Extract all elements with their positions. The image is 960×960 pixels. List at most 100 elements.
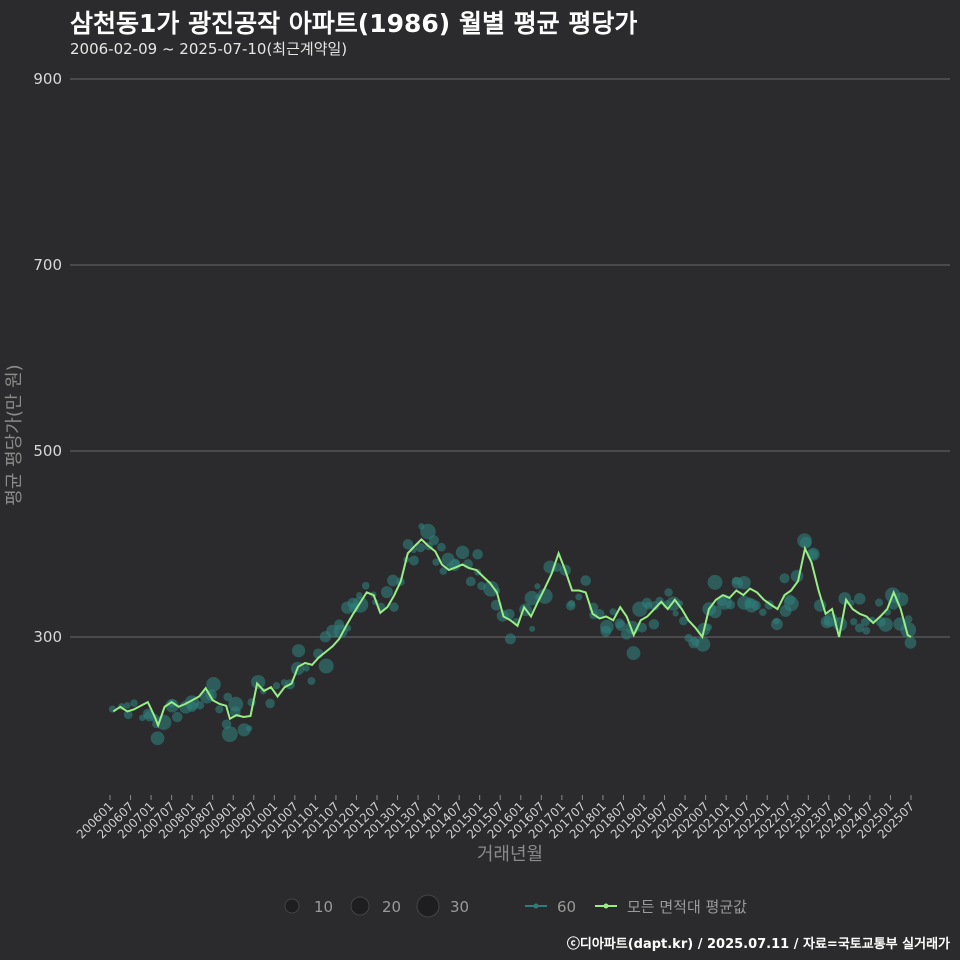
bubble-point bbox=[150, 731, 165, 746]
bubble-point bbox=[130, 699, 138, 707]
bubble-point bbox=[862, 626, 871, 635]
bubble-point bbox=[737, 575, 751, 590]
y-tick-500: 500 bbox=[33, 442, 62, 460]
chart-subtitle: 2006-02-09 ~ 2025-07-10(최근계약일) bbox=[70, 40, 348, 58]
bubble-point bbox=[874, 598, 884, 607]
legend-dot-0 bbox=[533, 903, 539, 909]
bubble-point bbox=[432, 558, 440, 566]
bubble-point bbox=[215, 705, 224, 714]
y-tick-700: 700 bbox=[33, 256, 62, 274]
legend-series-label-1: 모든 면적대 평균값 bbox=[627, 898, 747, 916]
bubble-point bbox=[537, 588, 553, 604]
legend-dot-1 bbox=[603, 903, 609, 909]
line-layer bbox=[112, 538, 912, 729]
bubble-point bbox=[439, 567, 448, 575]
bubble-point bbox=[465, 576, 476, 587]
bubble-point bbox=[626, 646, 641, 661]
source-caption: ⓒ디아파트(dapt.kr) / 2025.07.11 / 자료=국토교통부 실… bbox=[566, 937, 950, 952]
bubble-point bbox=[678, 616, 688, 626]
bubble-point bbox=[725, 600, 736, 610]
bubble-point bbox=[420, 523, 436, 540]
bubble-point bbox=[415, 542, 426, 553]
chart-title: 삼천동1가 광진공작 아파트(1986) 월별 평균 평당가 bbox=[70, 9, 638, 38]
bubble-point bbox=[504, 633, 516, 645]
bubble-point bbox=[171, 711, 183, 723]
bubble-point bbox=[580, 575, 592, 586]
bubble-point bbox=[272, 682, 281, 690]
bubble-point bbox=[221, 726, 238, 743]
series-line-average bbox=[112, 538, 912, 729]
bubble-point bbox=[904, 615, 913, 624]
legend-series-label-0: 60 bbox=[557, 898, 576, 916]
y-tick-labels: 300 500 700 900 bbox=[33, 70, 62, 646]
bubble-point bbox=[123, 702, 131, 709]
bubble-point bbox=[759, 608, 767, 616]
bubble-point bbox=[860, 617, 870, 627]
legend-size-label-20: 20 bbox=[382, 898, 401, 916]
bubble-point bbox=[770, 618, 783, 631]
y-tick-900: 900 bbox=[33, 70, 62, 88]
bubble-point bbox=[387, 574, 399, 587]
x-tick-labels: 2006012006072007012007072008012008072009… bbox=[74, 795, 917, 842]
bubble-point bbox=[529, 625, 536, 632]
bubble-point bbox=[707, 574, 723, 590]
bubble-point bbox=[599, 619, 614, 634]
legend-size-label-30: 30 bbox=[450, 898, 469, 916]
bubble-point bbox=[142, 708, 154, 719]
bubble-point bbox=[408, 555, 419, 566]
bubble-point bbox=[123, 710, 133, 720]
bubble-point bbox=[664, 588, 673, 597]
legend-size-10 bbox=[284, 898, 300, 914]
bubble-point bbox=[206, 677, 221, 692]
bubble-point bbox=[307, 677, 316, 685]
bubble-point bbox=[195, 701, 205, 710]
bubble-point bbox=[790, 569, 804, 583]
bubble-point bbox=[389, 602, 399, 612]
x-axis-title: 거래년월 bbox=[477, 844, 543, 865]
bubble-point bbox=[292, 644, 306, 658]
bubble-point bbox=[575, 593, 583, 601]
bubble-point bbox=[437, 542, 446, 552]
bubble-point bbox=[251, 674, 266, 690]
legend: 10 20 30 60 모든 면적대 평균값 bbox=[284, 894, 747, 918]
bubble-point bbox=[567, 600, 576, 608]
y-tick-300: 300 bbox=[33, 628, 62, 646]
bubble-point bbox=[615, 620, 627, 632]
y-axis-title: 평균 평당가(만 원) bbox=[4, 364, 25, 505]
bubble-point bbox=[302, 664, 310, 672]
bubble-point bbox=[779, 573, 790, 584]
bubble-point bbox=[361, 581, 370, 590]
bubble-point bbox=[853, 593, 866, 605]
bubble-point bbox=[672, 610, 679, 617]
bubble-point bbox=[228, 696, 244, 712]
legend-size-20 bbox=[350, 896, 370, 916]
bubble-layer bbox=[108, 523, 917, 746]
bubble-point bbox=[165, 698, 179, 713]
bubble-point bbox=[402, 539, 414, 550]
bubble-point bbox=[534, 583, 541, 590]
bubble-point bbox=[751, 600, 761, 611]
bubble-point bbox=[318, 658, 334, 674]
bubble-point bbox=[455, 545, 470, 560]
bubble-point bbox=[644, 601, 653, 610]
bubble-point bbox=[784, 594, 796, 606]
bubble-point bbox=[245, 725, 253, 732]
legend-size-30 bbox=[416, 894, 440, 918]
bubble-point bbox=[695, 636, 711, 652]
bubble-point bbox=[637, 622, 647, 633]
bubble-point bbox=[265, 698, 275, 709]
bubble-point bbox=[704, 623, 712, 631]
bubble-point bbox=[878, 617, 893, 632]
bubble-point bbox=[472, 548, 483, 560]
bubble-point bbox=[609, 608, 617, 616]
bubble-point bbox=[854, 623, 864, 633]
bubble-point bbox=[708, 605, 722, 619]
bubble-point bbox=[223, 692, 233, 702]
legend-size-label-10: 10 bbox=[314, 898, 333, 916]
bubble-point bbox=[904, 636, 917, 649]
bubble-point bbox=[428, 535, 440, 546]
bubble-point bbox=[850, 618, 858, 626]
bubble-point bbox=[524, 590, 540, 606]
bubble-point bbox=[648, 619, 660, 630]
